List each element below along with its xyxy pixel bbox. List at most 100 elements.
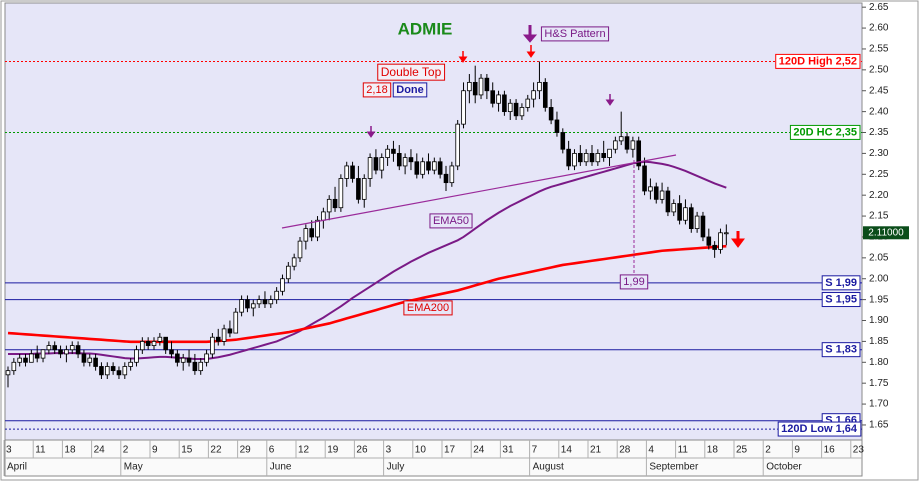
candle-body <box>391 148 396 154</box>
candle-body <box>496 94 501 104</box>
candle-body <box>17 357 22 363</box>
candle-body <box>23 357 28 363</box>
plot-layer <box>5 60 862 430</box>
y-tick-label: 1.80 <box>869 357 889 368</box>
level-label: 120D Low 1,64 <box>781 423 858 435</box>
label-box <box>377 63 446 81</box>
candle-body <box>186 357 192 363</box>
candle-body <box>414 161 420 175</box>
candle-body <box>69 345 75 351</box>
candle-body <box>665 190 671 213</box>
candle-body <box>542 81 548 108</box>
x-tick-label: 18 <box>64 445 76 456</box>
candle-body <box>250 303 256 309</box>
candle-body <box>507 102 513 113</box>
candle-body <box>350 165 355 179</box>
arrow <box>731 238 745 248</box>
label-box <box>429 213 473 229</box>
candle-body <box>595 153 601 163</box>
label-box <box>777 421 862 437</box>
arrow <box>526 51 536 58</box>
candle-body <box>280 278 285 292</box>
ema-line <box>7 244 727 344</box>
candle-body <box>548 107 554 121</box>
x-tick-label: 28 <box>619 445 631 456</box>
candle-body <box>560 132 566 150</box>
candle-body <box>145 341 151 346</box>
candle-body <box>578 153 583 163</box>
candle-body <box>613 140 618 150</box>
month-label: October <box>766 462 802 473</box>
arrow <box>522 34 538 43</box>
x-tick-label: 22 <box>210 445 222 456</box>
candle-body <box>46 345 52 351</box>
label-box <box>821 275 861 291</box>
month-label: May <box>124 462 143 473</box>
x-tick-label: 25 <box>736 445 748 456</box>
y-tick-label: 2.65 <box>869 2 889 13</box>
x-tick-label: 15 <box>181 445 193 456</box>
arrow <box>458 56 468 63</box>
y-tick-label: 2.55 <box>869 44 889 55</box>
candle-body <box>134 349 139 363</box>
candle-body <box>420 161 425 175</box>
candle-body <box>34 353 40 359</box>
candle-body <box>286 265 291 280</box>
candle-body <box>58 349 63 355</box>
candle-body <box>268 299 274 305</box>
x-tick-label: 7 <box>532 445 538 456</box>
candle-body <box>204 353 209 363</box>
candle-body <box>437 161 443 175</box>
candle-body <box>601 153 606 158</box>
y-tick-label: 2.30 <box>869 148 889 159</box>
x-tick-label: 4 <box>648 445 654 456</box>
candle-body <box>338 178 344 209</box>
y-tick-label: 2.25 <box>869 169 889 180</box>
y-tick-label: 1.85 <box>869 336 889 347</box>
annotation: 2,18 <box>366 84 387 96</box>
candle-body <box>151 341 157 346</box>
candle-body <box>344 165 350 179</box>
candle-body <box>677 203 682 221</box>
label-box <box>821 342 861 358</box>
candle-body <box>683 207 688 221</box>
x-tick-label: 24 <box>473 445 485 456</box>
candle-body <box>128 361 133 367</box>
label-box <box>775 53 861 69</box>
y-tick-label: 2.50 <box>869 64 889 75</box>
label-box <box>619 274 649 290</box>
y-tick-label: 1.65 <box>869 420 889 431</box>
level-label: S 1,95 <box>825 294 857 306</box>
neckline <box>281 154 677 229</box>
chart-title: ADMIE <box>398 19 453 38</box>
series-label: EMA200 <box>407 302 449 314</box>
x-tick-label: 3 <box>6 445 12 456</box>
candle-body <box>332 198 338 209</box>
candle-body <box>93 357 98 367</box>
candle-body <box>455 123 460 167</box>
x-tick-label: 11 <box>35 445 46 456</box>
candle-body <box>712 244 717 250</box>
candle-body <box>385 148 390 158</box>
candle-body <box>175 353 180 363</box>
candle-body <box>29 353 34 363</box>
candle-body <box>104 366 110 376</box>
candle-body <box>180 357 186 363</box>
candle-body <box>525 98 531 108</box>
candle-body <box>157 336 163 342</box>
y-tick-label: 1.70 <box>869 399 889 410</box>
candle-body <box>432 161 437 171</box>
candle-body <box>198 361 204 372</box>
label-box <box>403 300 453 316</box>
candle-body <box>531 90 536 100</box>
candle-body <box>461 90 466 125</box>
label-box <box>540 26 610 42</box>
label-box <box>821 292 861 308</box>
y-tick-label: 1.90 <box>869 315 889 326</box>
month-label: July <box>387 462 405 473</box>
level-label: 120D High 2,52 <box>779 55 857 67</box>
candle-body <box>210 336 215 355</box>
candle-body <box>87 357 93 363</box>
candle-body <box>321 211 326 221</box>
price-tag-label: 2.11000 <box>868 227 904 238</box>
